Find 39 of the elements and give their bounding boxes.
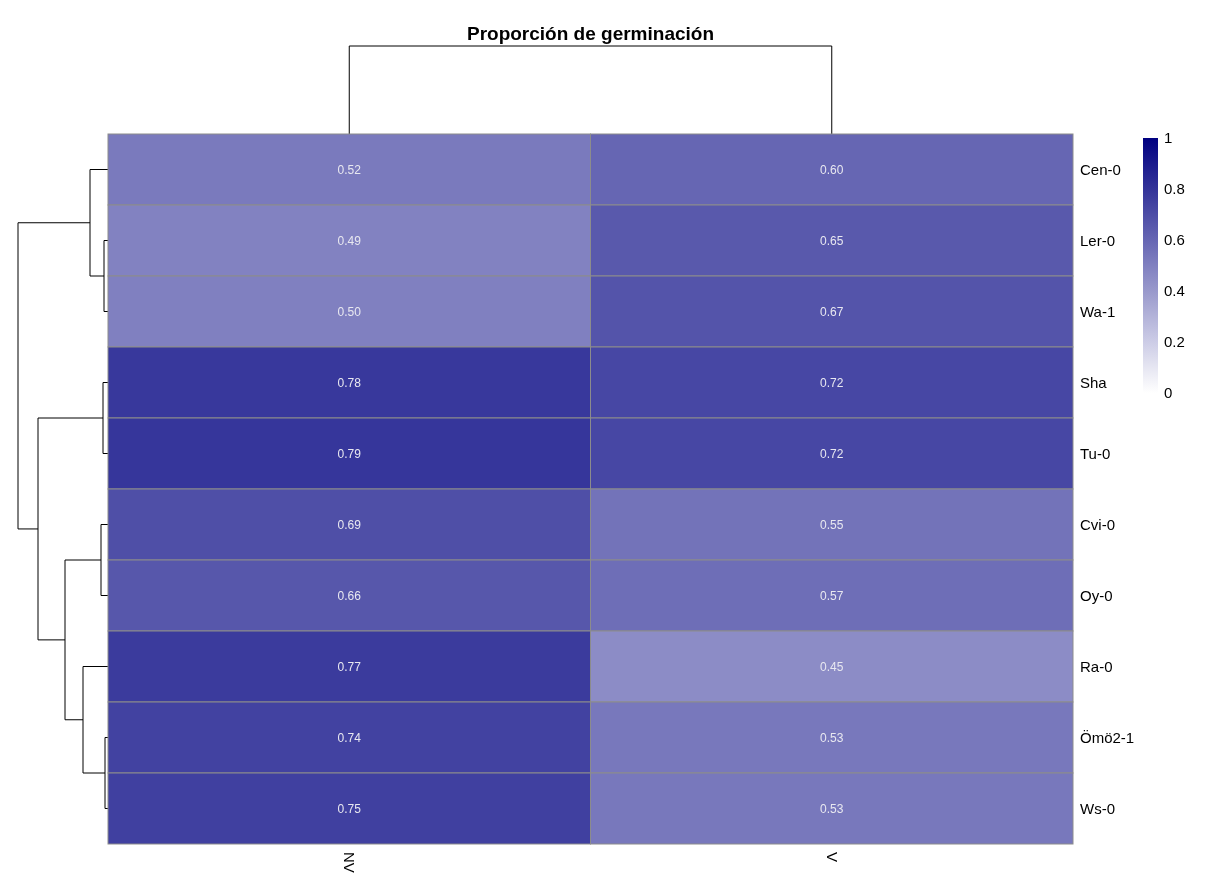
data-label: 0.57 (820, 588, 844, 603)
data-label: 0.53 (820, 730, 844, 745)
data-label: 0.72 (820, 375, 844, 390)
color-bar-label: 0 (1164, 384, 1173, 402)
data-label: 0.52 (337, 162, 362, 177)
y-tick-label: Ömö2-1 (1080, 728, 1135, 746)
data-label: 0.55 (820, 517, 844, 532)
y-tick-label: Oy-0 (1080, 586, 1113, 604)
y-tick-label: Sha (1080, 373, 1108, 391)
data-label: 0.60 (820, 162, 844, 177)
data-label: 0.75 (337, 801, 362, 816)
color-bar-label: 1 (1164, 129, 1173, 147)
y-tick-label: Ra-0 (1080, 657, 1113, 675)
color-bar-label: 0.4 (1164, 282, 1185, 300)
data-label: 0.53 (820, 801, 844, 816)
data-label: 0.67 (820, 304, 844, 319)
x-tick-label: NV (341, 852, 358, 873)
y-tick-label: Cvi-0 (1080, 515, 1116, 533)
data-label: 0.69 (337, 517, 362, 532)
data-label: 0.45 (820, 659, 844, 674)
y-tick-label: Tu-0 (1080, 444, 1111, 462)
y-tick-label: Ler-0 (1080, 231, 1116, 249)
x-tick-label: V (823, 852, 841, 863)
data-label: 0.74 (337, 730, 362, 745)
data-label: 0.72 (820, 446, 844, 461)
data-label: 0.66 (337, 588, 362, 603)
data-label: 0.79 (337, 446, 362, 461)
color-bar-label: 0.8 (1164, 180, 1185, 198)
data-label: 0.77 (337, 659, 362, 674)
data-label: 0.78 (337, 375, 362, 390)
chart-title: Proporción de germinación (466, 23, 715, 44)
y-tick-label: Wa-1 (1080, 302, 1116, 320)
data-label: 0.50 (337, 304, 362, 319)
color-bar-label: 0.6 (1164, 231, 1185, 249)
data-label: 0.49 (337, 233, 362, 248)
color-bar-label: 0.2 (1164, 333, 1185, 351)
y-tick-label: Cen-0 (1080, 160, 1121, 178)
y-tick-label: Ws-0 (1080, 799, 1115, 817)
data-label: 0.65 (820, 233, 844, 248)
